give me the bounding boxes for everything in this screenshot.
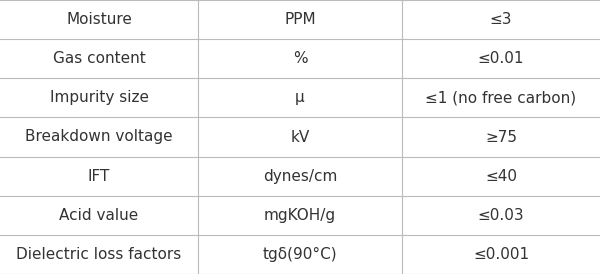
Text: %: % bbox=[293, 51, 307, 66]
Text: Moisture: Moisture bbox=[66, 12, 132, 27]
Text: PPM: PPM bbox=[284, 12, 316, 27]
Text: ≤0.03: ≤0.03 bbox=[478, 208, 524, 223]
Text: μ: μ bbox=[295, 90, 305, 105]
Text: ≤40: ≤40 bbox=[485, 169, 517, 184]
Text: mgKOH/g: mgKOH/g bbox=[264, 208, 336, 223]
Text: ≤0.01: ≤0.01 bbox=[478, 51, 524, 66]
Text: tgδ(90°C): tgδ(90°C) bbox=[263, 247, 337, 262]
Text: Gas content: Gas content bbox=[53, 51, 145, 66]
Text: Acid value: Acid value bbox=[59, 208, 139, 223]
Text: Impurity size: Impurity size bbox=[49, 90, 149, 105]
Text: Breakdown voltage: Breakdown voltage bbox=[25, 130, 173, 144]
Text: dynes/cm: dynes/cm bbox=[263, 169, 337, 184]
Text: ≤1 (no free carbon): ≤1 (no free carbon) bbox=[425, 90, 577, 105]
Text: kV: kV bbox=[290, 130, 310, 144]
Text: ≥75: ≥75 bbox=[485, 130, 517, 144]
Text: Dielectric loss factors: Dielectric loss factors bbox=[16, 247, 182, 262]
Text: ≤0.001: ≤0.001 bbox=[473, 247, 529, 262]
Text: IFT: IFT bbox=[88, 169, 110, 184]
Text: ≤3: ≤3 bbox=[490, 12, 512, 27]
